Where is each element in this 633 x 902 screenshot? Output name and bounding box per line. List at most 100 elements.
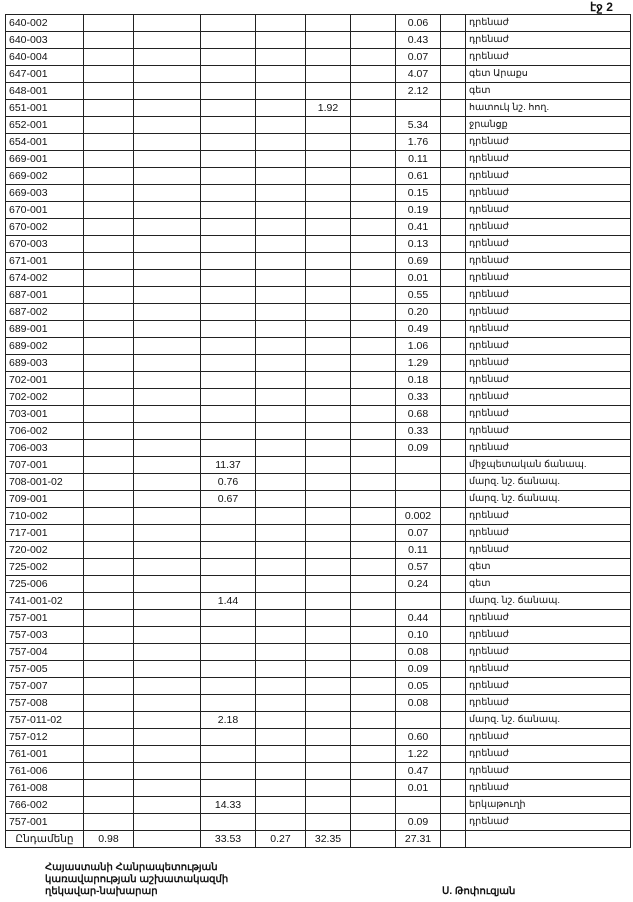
empty-cell (440, 796, 466, 814)
table-row: 709-001 0.67 մարզ. նշ. ճանապ. (5, 490, 631, 508)
empty-cell (83, 728, 134, 746)
empty-cell (83, 14, 134, 32)
table-row: 687-001 0.55 դրենաժ (5, 286, 631, 304)
table-row: 757-005 0.09 դրենաժ (5, 660, 631, 678)
empty-cell (255, 660, 306, 678)
empty-cell (133, 303, 201, 321)
empty-cell (440, 728, 466, 746)
empty-cell (200, 252, 256, 270)
empty-cell (440, 575, 466, 593)
area-value: 0.08 (395, 643, 441, 661)
parcel-id: 689-002 (5, 337, 84, 355)
empty-cell (305, 779, 351, 797)
table-row: 640-002 0.06 դրենաժ (5, 14, 631, 32)
table-row: 717-001 0.07 դրենաժ (5, 524, 631, 542)
empty-cell (255, 728, 306, 746)
parcel-id: 708-001-02 (5, 473, 84, 491)
empty-cell (133, 354, 201, 372)
parcel-id: 674-002 (5, 269, 84, 287)
empty-cell (83, 422, 134, 440)
empty-cell (305, 677, 351, 695)
area-value: 1.29 (395, 354, 441, 372)
empty-cell (350, 354, 396, 372)
empty-cell (255, 218, 306, 236)
empty-cell (133, 99, 201, 117)
land-use-description: դրենաժ (465, 150, 631, 168)
land-use-description: դրենաժ (465, 286, 631, 304)
empty-cell (440, 286, 466, 304)
empty-cell (440, 65, 466, 83)
total-value: 27.31 (395, 830, 441, 848)
land-use-description: հատուկ նշ. հող. (465, 99, 631, 117)
empty-cell (440, 541, 466, 559)
land-use-description: դրենաժ (465, 745, 631, 763)
empty-cell (83, 371, 134, 389)
empty-cell (305, 558, 351, 576)
empty-cell (305, 575, 351, 593)
area-value: 0.57 (395, 558, 441, 576)
empty-cell (255, 677, 306, 695)
parcel-id: 766-002 (5, 796, 84, 814)
empty-cell (305, 609, 351, 627)
empty-cell (83, 31, 134, 49)
empty-cell (440, 813, 466, 831)
empty-cell (133, 286, 201, 304)
empty-cell (440, 643, 466, 661)
area-value: 14.33 (200, 796, 256, 814)
signature-title: Հայաստանի Հանրապետության կառավարության ա… (45, 862, 228, 898)
table-row: 651-001 1.92 հատուկ նշ. հող. (5, 99, 631, 117)
parcel-id: 640-003 (5, 31, 84, 49)
empty-cell (200, 337, 256, 355)
empty-cell (255, 643, 306, 661)
land-use-description: դրենաժ (465, 762, 631, 780)
empty-cell (83, 405, 134, 423)
empty-cell (350, 337, 396, 355)
empty-cell (200, 507, 256, 525)
empty-cell (133, 371, 201, 389)
empty-cell (83, 762, 134, 780)
land-use-description: դրենաժ (465, 184, 631, 202)
empty-cell (440, 337, 466, 355)
empty-cell (255, 116, 306, 134)
table-row: 766-002 14.33 երկաթուղի (5, 796, 631, 814)
empty-cell (255, 167, 306, 185)
empty-cell (305, 643, 351, 661)
table-row: 702-001 0.18 դրենաժ (5, 371, 631, 389)
land-use-description: դրենաժ (465, 201, 631, 219)
table-row: 757-008 0.08 դրենաժ (5, 694, 631, 712)
table-row: 647-001 4.07 գետ Արաքս (5, 65, 631, 83)
empty-cell (350, 65, 396, 83)
empty-cell (133, 116, 201, 134)
empty-cell (255, 813, 306, 831)
empty-cell (83, 473, 134, 491)
empty-cell (350, 201, 396, 219)
empty-cell (305, 473, 351, 491)
empty-cell (133, 575, 201, 593)
empty-cell (440, 677, 466, 695)
area-value: 0.08 (395, 694, 441, 712)
empty-cell (200, 609, 256, 627)
empty-cell (255, 320, 306, 338)
area-value: 0.47 (395, 762, 441, 780)
land-use-description: դրենաժ (465, 269, 631, 287)
empty-cell (133, 609, 201, 627)
empty-cell (200, 813, 256, 831)
empty-cell (83, 48, 134, 66)
empty-cell (83, 354, 134, 372)
land-use-description: դրենաժ (465, 337, 631, 355)
empty-cell (200, 524, 256, 542)
empty-cell (305, 728, 351, 746)
table-row: 757-012 0.60 դրենաժ (5, 728, 631, 746)
area-value: 0.44 (395, 609, 441, 627)
empty-cell (305, 150, 351, 168)
land-use-description: դրենաժ (465, 218, 631, 236)
table-row: 761-006 0.47 դրենաժ (5, 762, 631, 780)
empty-cell (133, 711, 201, 729)
empty-cell (350, 473, 396, 491)
empty-cell (350, 184, 396, 202)
parcel-id: 669-001 (5, 150, 84, 168)
table-row: 702-002 0.33 դրենաժ (5, 388, 631, 406)
empty-cell (440, 660, 466, 678)
empty-cell (83, 813, 134, 831)
parcel-id: 757-004 (5, 643, 84, 661)
